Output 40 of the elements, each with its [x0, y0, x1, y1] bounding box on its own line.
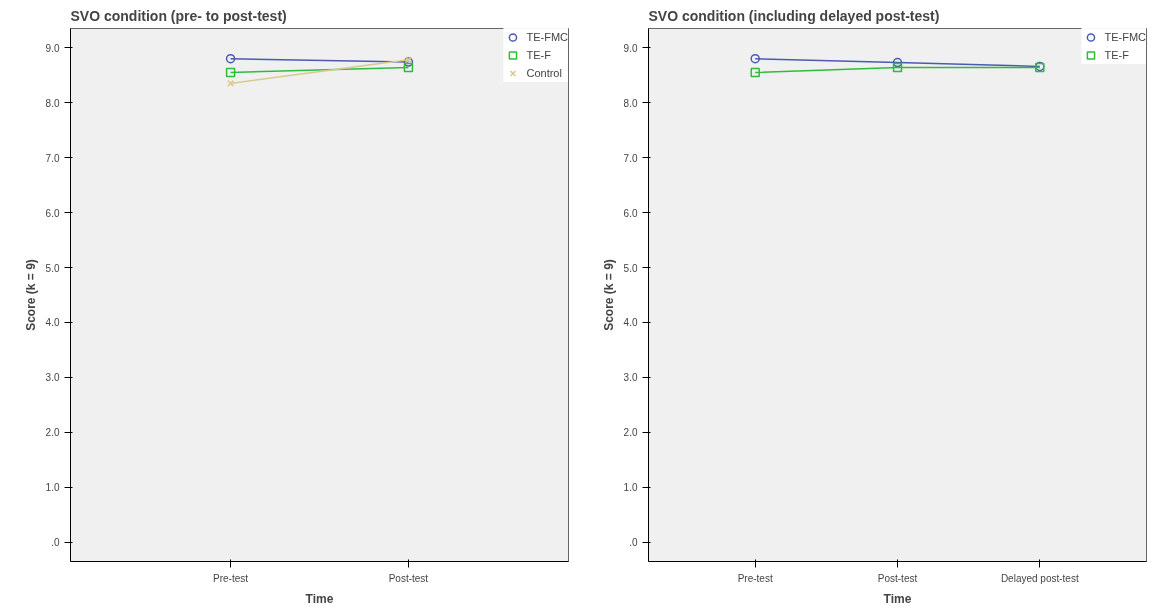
y-tick-label: 7.0	[623, 152, 638, 164]
y-tick-label: 9.0	[45, 42, 60, 54]
y-tick-label: 5.0	[45, 262, 60, 274]
legend-label: TE-FMC	[1104, 30, 1146, 45]
y-tick-label: 9.0	[623, 42, 638, 54]
point	[403, 62, 414, 73]
x-tick-label: Delayed post-test	[1000, 572, 1079, 584]
legend-label: TE-FMC	[526, 30, 568, 45]
chart-title: SVO condition (pre- to post-test)	[70, 7, 287, 24]
y-axis-title: Score (k = 9)	[23, 259, 38, 331]
y-tick-label: 3.0	[45, 372, 60, 384]
y-tick-label: 4.0	[623, 317, 638, 329]
y-tick-label: .0	[51, 537, 60, 549]
y-tick-label: 8.0	[45, 97, 60, 109]
y-tick-label: 6.0	[45, 207, 60, 219]
x-tick-label: Post-test	[877, 572, 918, 584]
point	[226, 79, 235, 88]
x-axis-title: Time	[883, 591, 912, 606]
chart-title: SVO condition (including delayed post-test)	[648, 7, 940, 24]
y-tick-label: 4.0	[45, 317, 60, 329]
x-tick-label: Pre-test	[737, 572, 773, 584]
y-tick-label: 1.0	[45, 482, 60, 494]
y-axis-title: Score (k = 9)	[601, 259, 616, 331]
legend-label: Control	[526, 66, 562, 81]
legend-label: TE-F	[526, 48, 551, 63]
y-tick-label: 2.0	[45, 427, 60, 439]
x-tick-label: Pre-test	[213, 572, 249, 584]
y-tick-label: 6.0	[623, 207, 638, 219]
x-tick-label: Post-test	[388, 572, 429, 584]
y-tick-label: 7.0	[45, 152, 60, 164]
point	[225, 67, 236, 78]
point	[225, 53, 236, 64]
y-tick-label: 5.0	[623, 262, 638, 274]
y-tick-label: .0	[629, 537, 638, 549]
y-tick-label: 1.0	[623, 482, 638, 494]
x-axis-title: Time	[305, 591, 334, 606]
y-tick-label: 2.0	[623, 427, 638, 439]
y-tick-label: 3.0	[623, 372, 638, 384]
y-tick-label: 8.0	[623, 97, 638, 109]
legend-label: TE-F	[1104, 48, 1129, 63]
